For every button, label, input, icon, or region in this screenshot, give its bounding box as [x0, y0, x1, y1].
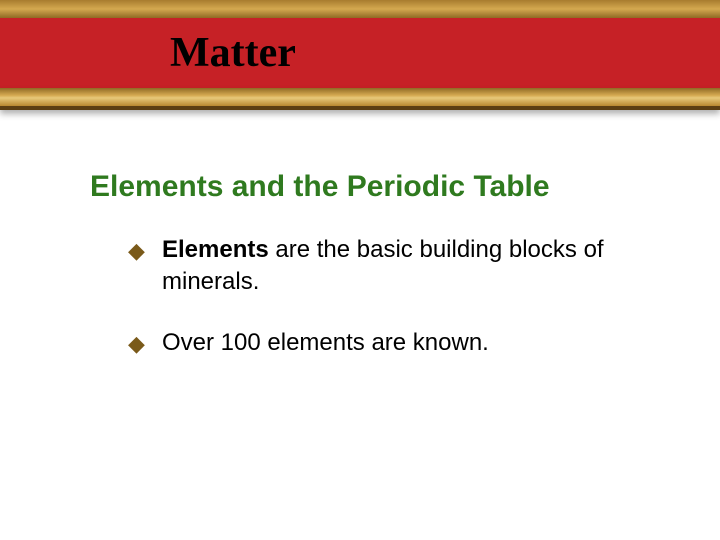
content-area: Elements and the Periodic Table Elements…: [0, 110, 720, 359]
header-band: Matter: [0, 0, 720, 110]
bullet-list: Elements are the basic building blocks o…: [90, 234, 630, 359]
bullet-bold-term: Elements: [162, 236, 269, 263]
header-gold-top-stripe: [0, 0, 720, 18]
list-item: Over 100 elements are known.: [128, 327, 630, 359]
header-red-band: Matter: [0, 18, 720, 88]
slide-title: Matter: [170, 29, 296, 77]
bullet-text: Over 100 elements are known.: [162, 329, 489, 356]
section-heading: Elements and the Periodic Table: [90, 170, 630, 204]
list-item: Elements are the basic building blocks o…: [128, 234, 630, 299]
header-gold-bottom-stripe: [0, 88, 720, 110]
